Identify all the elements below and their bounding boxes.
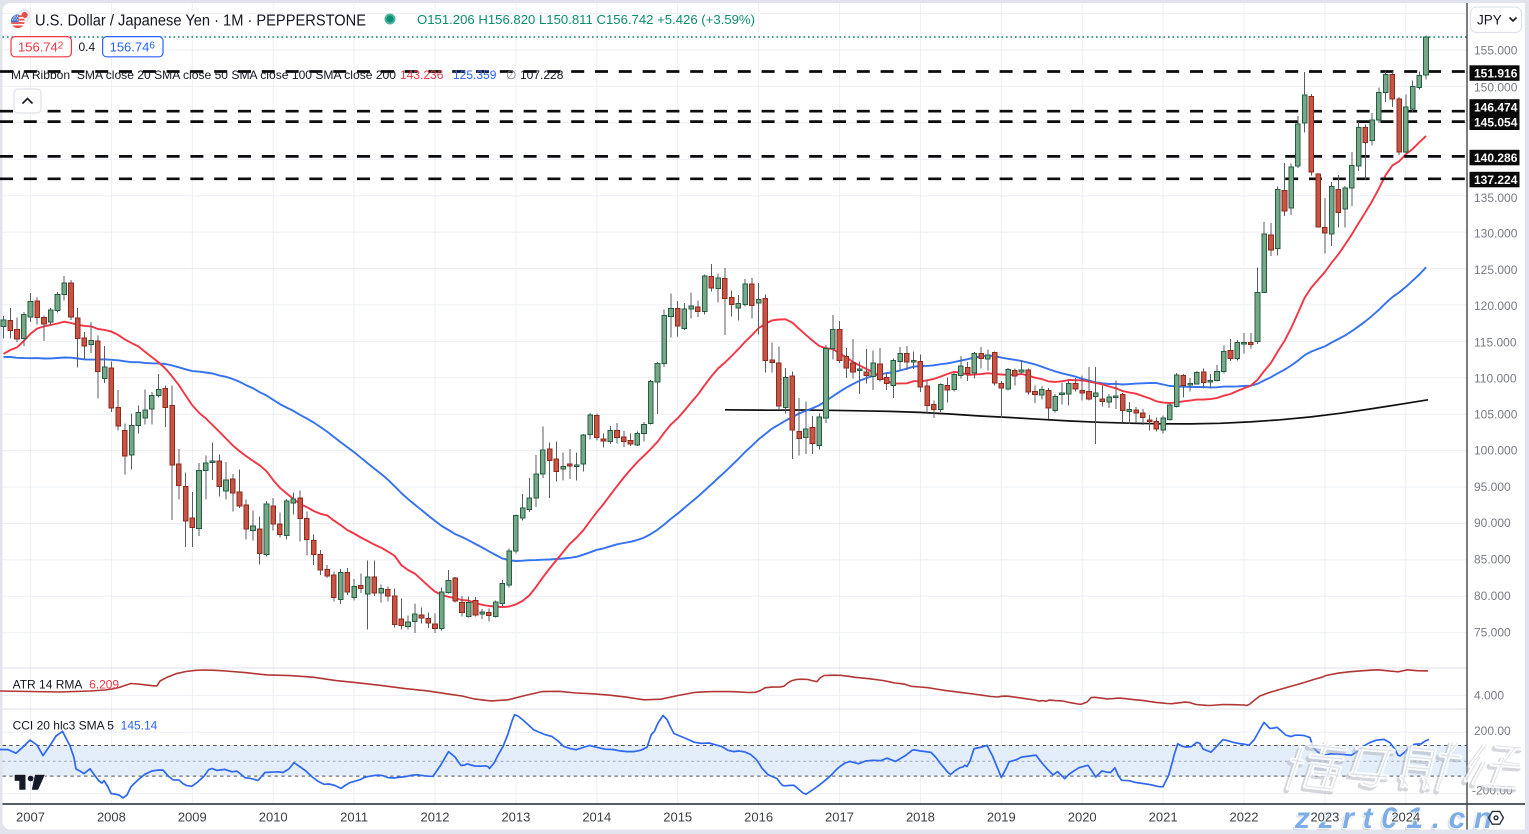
svg-text:JPY: JPY — [1477, 13, 1502, 28]
svg-text:155.000: 155.000 — [1474, 43, 1518, 57]
svg-text:MA Ribbon SMA close 20 SMA cl: MA Ribbon SMA close 20 SMA close 50 SMA … — [11, 68, 396, 82]
svg-text:0.4: 0.4 — [79, 40, 96, 54]
svg-text:2007: 2007 — [16, 810, 45, 825]
svg-text:∅: ∅ — [506, 68, 516, 82]
svg-text:O151.206 H156.820 L150.811 C15: O151.206 H156.820 L150.811 C156.742 +5.4… — [417, 12, 755, 27]
svg-text:2016: 2016 — [744, 810, 773, 825]
svg-text:CCI 20 hlc3 SMA 5 145.14: CCI 20 hlc3 SMA 5 145.14 — [13, 719, 158, 733]
svg-text:2019: 2019 — [987, 810, 1016, 825]
svg-text:135.000: 135.000 — [1474, 191, 1518, 205]
svg-text:2024: 2024 — [1391, 810, 1420, 825]
svg-text:2015: 2015 — [663, 810, 692, 825]
svg-text:2018: 2018 — [906, 810, 935, 825]
svg-text:2014: 2014 — [582, 810, 611, 825]
svg-text:100.000: 100.000 — [1474, 444, 1518, 458]
svg-text:4.000: 4.000 — [1474, 688, 1504, 702]
svg-text:2021: 2021 — [1149, 810, 1178, 825]
svg-text:145.054: 145.054 — [1474, 116, 1518, 130]
svg-text:ATR 14 RMA 6.209: ATR 14 RMA 6.209 — [13, 678, 120, 692]
svg-text:U.S. Dollar / Japanese Yen · 1: U.S. Dollar / Japanese Yen · 1M · PEPPER… — [35, 13, 366, 30]
svg-text:2011: 2011 — [340, 810, 368, 825]
svg-text:2023: 2023 — [1310, 810, 1339, 825]
svg-text:115.000: 115.000 — [1474, 336, 1517, 350]
svg-text:85.000: 85.000 — [1474, 553, 1511, 567]
svg-text:zzrt01.cn: zzrt01.cn — [1294, 802, 1501, 834]
svg-text:110.000: 110.000 — [1474, 371, 1517, 385]
svg-text:143.236: 143.236 — [400, 68, 444, 82]
svg-text:2012: 2012 — [421, 810, 450, 825]
svg-text:140.286: 140.286 — [1474, 151, 1518, 165]
svg-text:156.742: 156.742 — [18, 39, 64, 54]
svg-text:151.916: 151.916 — [1474, 66, 1518, 80]
svg-text:90.000: 90.000 — [1474, 516, 1511, 530]
svg-text:125.359: 125.359 — [453, 68, 497, 82]
svg-text:137.224: 137.224 — [1474, 173, 1518, 187]
svg-text:95.000: 95.000 — [1474, 480, 1511, 494]
svg-text:2017: 2017 — [825, 810, 854, 825]
svg-text:2010: 2010 — [259, 810, 288, 825]
svg-text:120.000: 120.000 — [1474, 299, 1518, 313]
svg-text:zzrt01.cn: zzrt01.cn — [1292, 804, 1499, 834]
svg-text:156.746: 156.746 — [110, 39, 156, 54]
svg-text:2013: 2013 — [501, 810, 530, 825]
svg-text:107.228: 107.228 — [520, 68, 564, 82]
svg-text:2020: 2020 — [1068, 810, 1097, 825]
svg-text:130.000: 130.000 — [1474, 227, 1518, 241]
svg-text:105.000: 105.000 — [1474, 408, 1518, 422]
svg-text:80.000: 80.000 — [1474, 589, 1511, 603]
svg-text:125.000: 125.000 — [1474, 263, 1518, 277]
svg-text:150.000: 150.000 — [1474, 81, 1518, 95]
svg-text:146.474: 146.474 — [1474, 100, 1518, 114]
svg-text:2008: 2008 — [97, 810, 126, 825]
svg-text:75.000: 75.000 — [1474, 625, 1511, 639]
svg-text:200.00: 200.00 — [1474, 724, 1511, 738]
svg-text:2022: 2022 — [1230, 810, 1259, 825]
svg-text:2009: 2009 — [178, 810, 207, 825]
